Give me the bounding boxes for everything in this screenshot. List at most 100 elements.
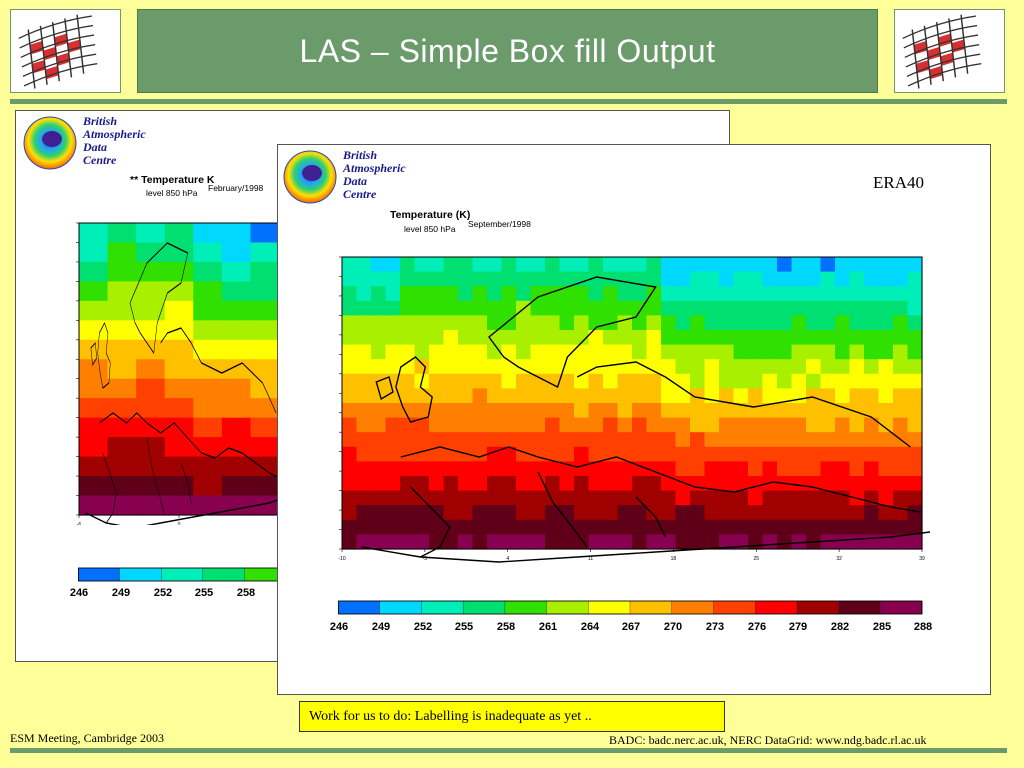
grid-cell bbox=[545, 257, 561, 273]
grid-cell bbox=[414, 519, 430, 535]
grid-cell bbox=[400, 257, 416, 273]
grid-cell bbox=[221, 339, 252, 360]
plot-level: level 850 hPa bbox=[146, 188, 198, 198]
grid-cell bbox=[516, 330, 532, 346]
colorbar-frame bbox=[338, 600, 922, 615]
plot-title: Temperature (K) bbox=[390, 209, 471, 221]
grid-cell bbox=[719, 446, 735, 462]
colorbar-swatch bbox=[421, 600, 464, 615]
grid-cell bbox=[748, 271, 764, 287]
grid-cell bbox=[107, 320, 137, 341]
grid-cell bbox=[603, 476, 619, 492]
grid-cell bbox=[530, 344, 546, 360]
grid-cell bbox=[748, 373, 764, 389]
grid-cell bbox=[791, 490, 807, 506]
grid-cell bbox=[574, 417, 590, 433]
grid-cell bbox=[429, 432, 445, 448]
grid-cell bbox=[472, 505, 488, 521]
grid-cell bbox=[472, 519, 488, 535]
coastline-path bbox=[85, 497, 284, 525]
grid-cell bbox=[588, 505, 604, 521]
grid-cell bbox=[632, 505, 648, 521]
grid-cell bbox=[748, 257, 764, 273]
grid-cell bbox=[458, 300, 474, 316]
temperature-map-september: -10 -3 4 11 18 25 32 39 bbox=[338, 256, 931, 563]
grid-cell bbox=[400, 534, 416, 550]
grid-cell bbox=[530, 300, 546, 316]
grid-cell bbox=[806, 315, 822, 331]
grid-cell bbox=[762, 505, 778, 521]
grid-cell bbox=[661, 461, 677, 477]
grid-cell bbox=[516, 519, 532, 535]
grid-cell bbox=[136, 339, 166, 360]
grid-cell bbox=[193, 398, 223, 419]
grid-cell bbox=[820, 534, 836, 550]
grid-cell bbox=[342, 461, 358, 477]
colorbar-label: 276 bbox=[747, 621, 767, 633]
grid-cell bbox=[530, 534, 546, 550]
grid-cell bbox=[559, 344, 575, 360]
grid-cell bbox=[501, 432, 517, 448]
grid-cell bbox=[704, 534, 720, 550]
grid-cell bbox=[472, 286, 488, 302]
grid-cell bbox=[472, 388, 488, 404]
grid-cell bbox=[762, 432, 778, 448]
grid-cell bbox=[791, 300, 807, 316]
grid-cell bbox=[835, 476, 851, 492]
grid-cell bbox=[250, 320, 280, 341]
grid-cell bbox=[221, 223, 252, 244]
grid-cell bbox=[164, 261, 194, 282]
grid-cell bbox=[806, 286, 822, 302]
colorbar-label: 258 bbox=[496, 621, 516, 633]
grid-cell bbox=[835, 519, 851, 535]
grid-cell bbox=[516, 476, 532, 492]
grid-cell bbox=[429, 417, 445, 433]
grid-cell bbox=[733, 417, 749, 433]
grid-cell bbox=[487, 446, 503, 462]
grid-cell bbox=[429, 476, 445, 492]
grid-cell bbox=[719, 388, 735, 404]
grid-cell bbox=[559, 300, 575, 316]
grid-cell bbox=[79, 242, 109, 263]
grid-cell bbox=[806, 476, 822, 492]
grid-cell bbox=[356, 373, 372, 389]
grid-cell bbox=[748, 476, 764, 492]
grid-cell bbox=[632, 461, 648, 477]
grid-cell bbox=[501, 461, 517, 477]
grid-cell bbox=[806, 446, 822, 462]
grid-cell bbox=[617, 300, 633, 316]
grid-cell bbox=[835, 388, 851, 404]
grid-cell bbox=[849, 359, 865, 375]
grid-cell bbox=[806, 403, 822, 419]
grid-cell bbox=[530, 403, 546, 419]
grid-cell bbox=[864, 476, 880, 492]
grid-cell bbox=[733, 315, 749, 331]
grid-cell bbox=[690, 373, 706, 389]
grid-cell bbox=[559, 417, 575, 433]
grid-cell bbox=[632, 417, 648, 433]
colorbar-swatch bbox=[462, 600, 506, 615]
grid-cell bbox=[79, 223, 109, 244]
grid-cell bbox=[516, 388, 532, 404]
grid-cell bbox=[719, 534, 735, 550]
note-text: Work for us to do: Labelling is inadequa… bbox=[309, 708, 592, 724]
grid-cell bbox=[777, 257, 793, 273]
grid-cell bbox=[733, 490, 749, 506]
temperature-grid bbox=[342, 257, 923, 550]
grid-cell bbox=[574, 315, 590, 331]
grid-cell bbox=[458, 257, 474, 273]
grid-cell bbox=[414, 403, 430, 419]
grid-cell bbox=[371, 461, 387, 477]
grid-cell bbox=[820, 286, 836, 302]
grid-cell bbox=[501, 286, 517, 302]
grid-cell bbox=[820, 476, 836, 492]
grid-cell bbox=[820, 344, 836, 360]
grid-cell bbox=[574, 300, 590, 316]
grid-cell bbox=[400, 388, 416, 404]
grid-cell bbox=[632, 446, 648, 462]
grid-cell bbox=[878, 476, 894, 492]
grid-cell bbox=[661, 271, 677, 287]
grid-cell bbox=[79, 300, 109, 321]
grid-cell bbox=[603, 534, 619, 550]
grid-cell bbox=[849, 330, 865, 346]
